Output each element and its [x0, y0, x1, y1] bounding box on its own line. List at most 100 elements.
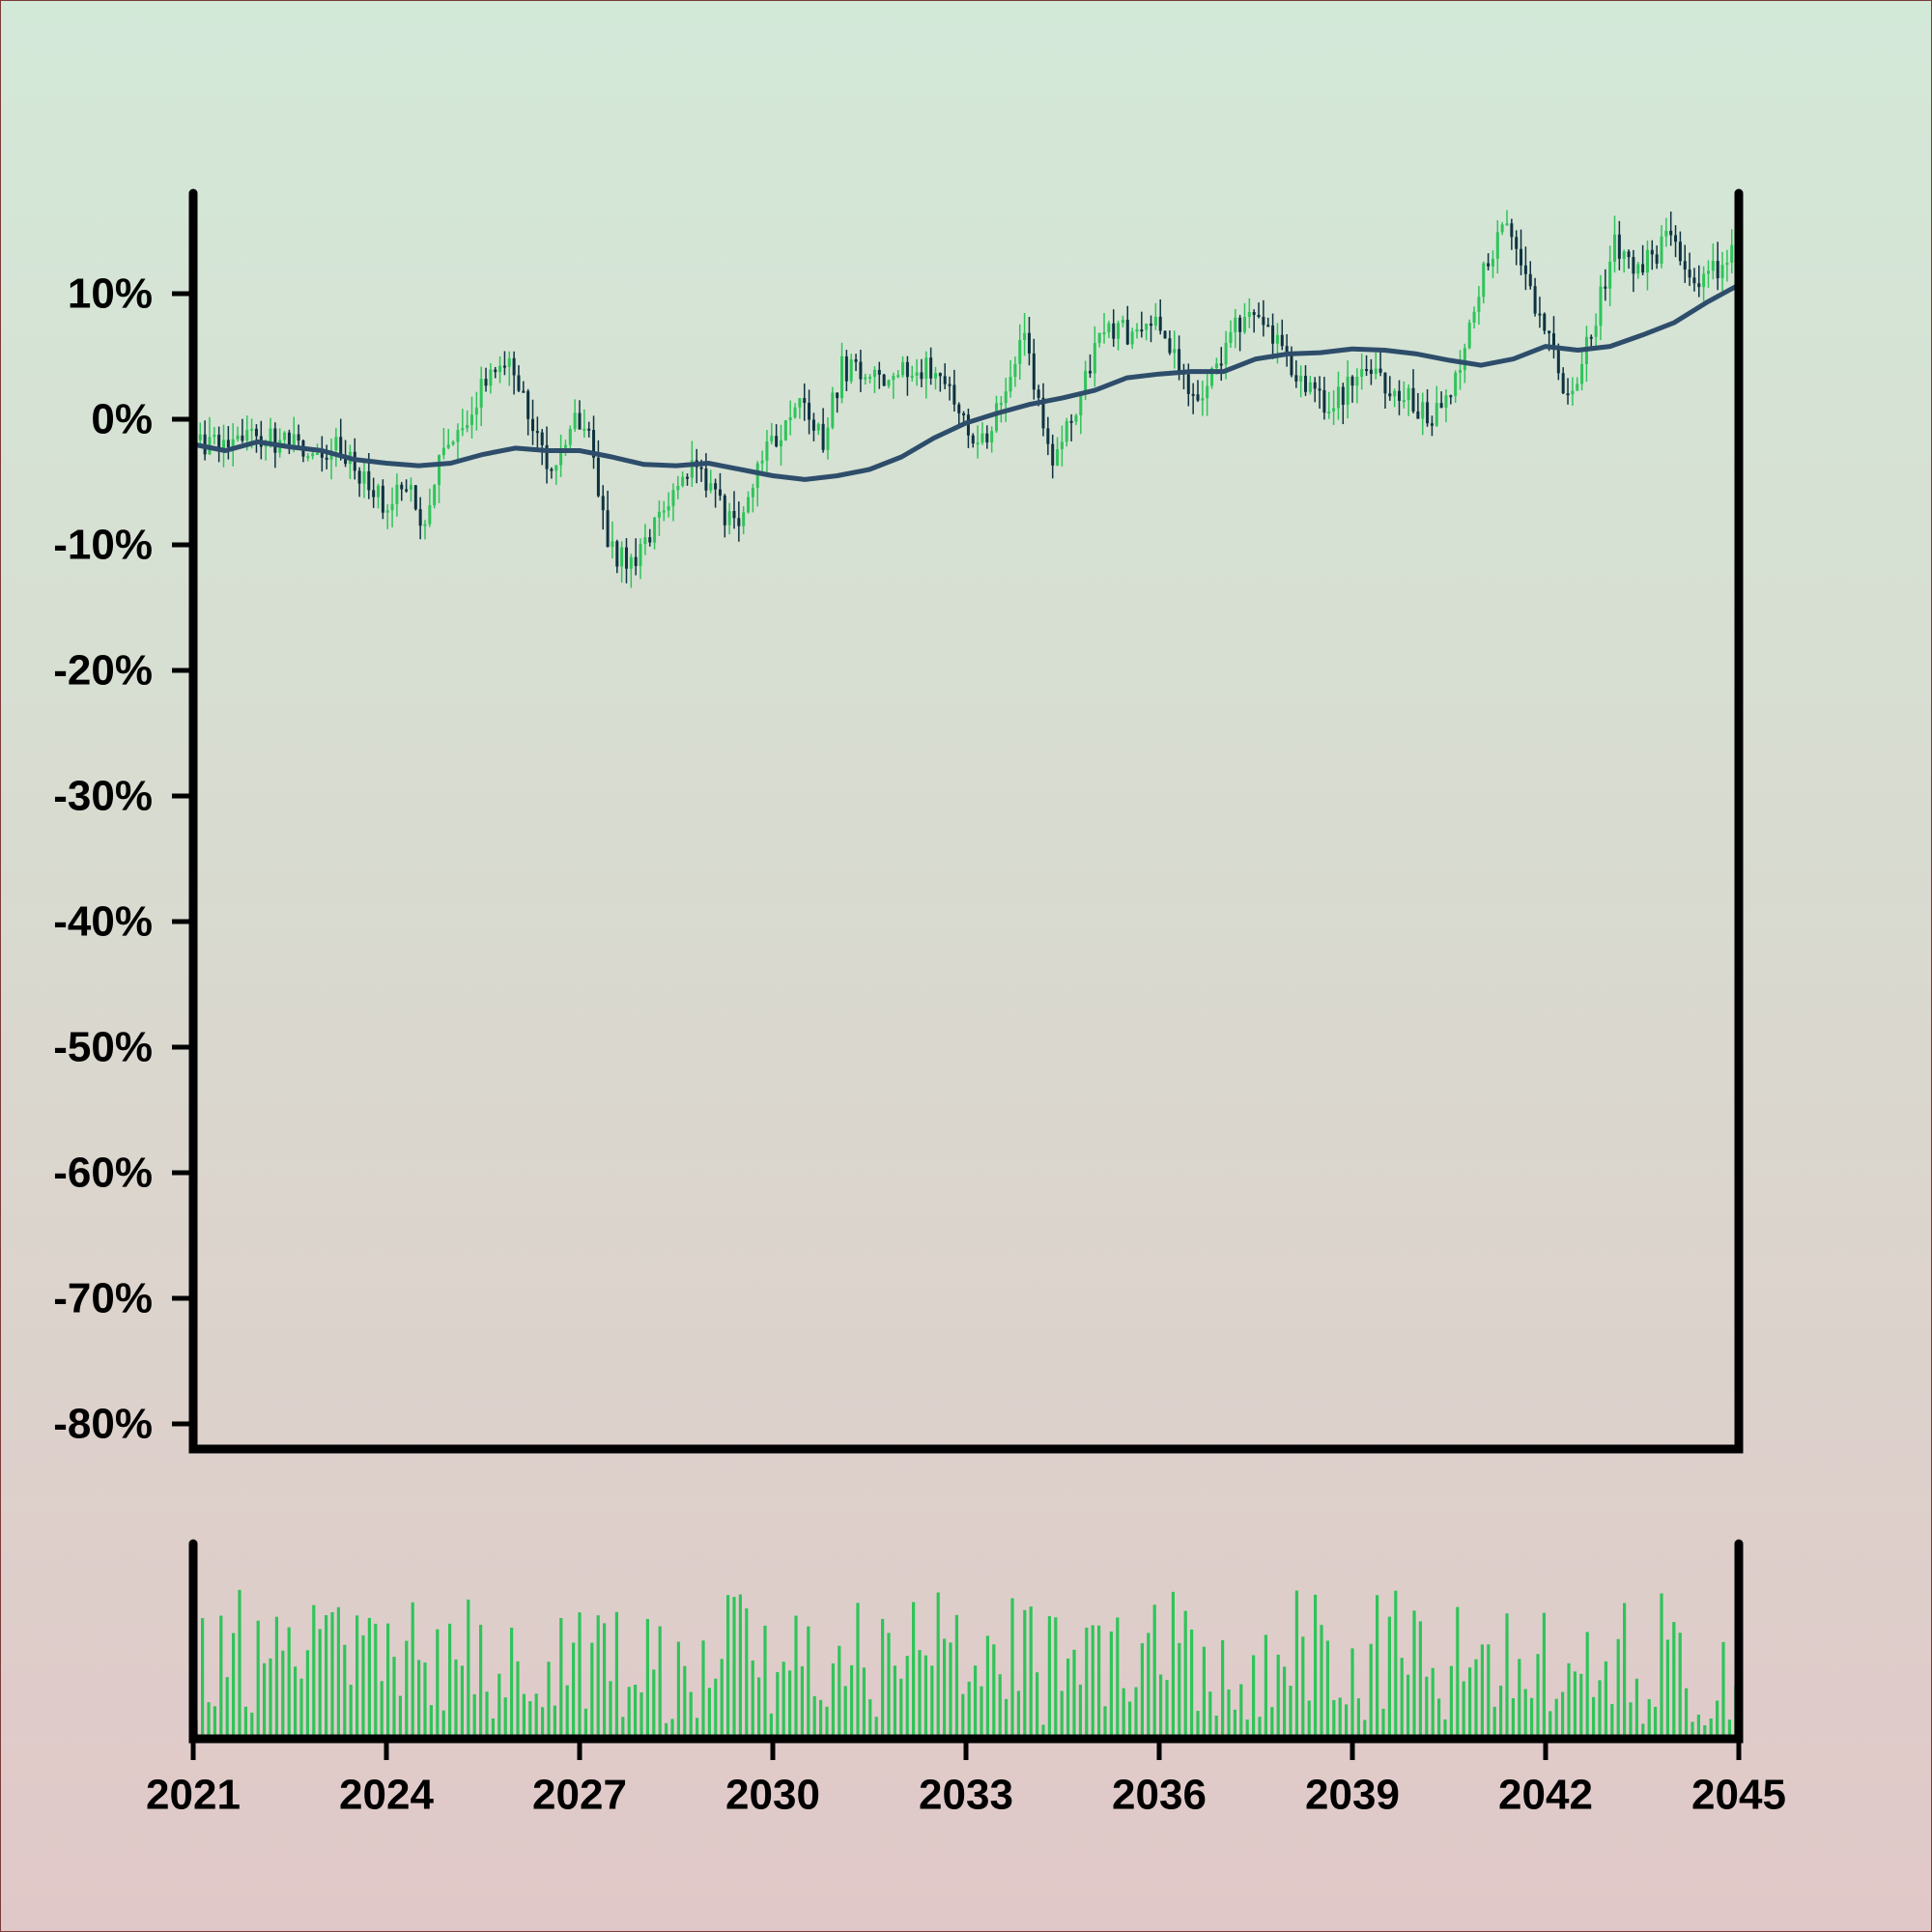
volume-bar: [1208, 1691, 1212, 1739]
candle-body: [657, 511, 661, 518]
volume-bar: [312, 1605, 316, 1739]
volume-bar: [1499, 1685, 1503, 1739]
volume-bar: [207, 1702, 211, 1739]
volume-bar: [1542, 1612, 1546, 1739]
volume-bar: [1325, 1640, 1329, 1739]
candle-body: [1153, 316, 1157, 327]
volume-bar: [386, 1623, 390, 1739]
candle-body: [1214, 363, 1218, 369]
candle-body: [1551, 333, 1555, 347]
candle-body: [1130, 331, 1134, 345]
candle-body: [1313, 382, 1317, 389]
candle-body: [438, 455, 441, 486]
volume-bar: [1252, 1655, 1256, 1739]
candle-body: [334, 437, 338, 451]
volume-bar: [336, 1606, 340, 1739]
candle-body: [1009, 377, 1012, 392]
volume-bar: [1561, 1691, 1565, 1739]
candle-body: [1571, 390, 1575, 395]
volume-bar: [565, 1685, 569, 1739]
candle-body: [245, 430, 249, 441]
candle-body: [1576, 384, 1579, 391]
volume-bar: [528, 1701, 532, 1739]
candle-body: [732, 510, 736, 519]
candle-body: [400, 484, 404, 490]
candle-body: [1088, 370, 1092, 374]
candle-body: [1711, 261, 1715, 271]
candle-body: [1467, 322, 1471, 349]
candle-body: [1426, 402, 1430, 424]
volume-bar: [541, 1707, 545, 1739]
volume-bar: [269, 1658, 272, 1739]
volume-bar: [603, 1623, 607, 1739]
volume-bar: [1511, 1697, 1515, 1739]
candle-body: [433, 485, 437, 506]
volume-bar: [553, 1705, 556, 1739]
candle-body: [1219, 363, 1223, 366]
candle-body: [1393, 390, 1397, 397]
price-axes-frame: [188, 188, 1744, 1454]
candle-body: [461, 428, 465, 431]
candle-body: [1037, 389, 1040, 398]
volume-bar: [831, 1662, 835, 1739]
candle-body: [535, 431, 539, 434]
volume-bar: [819, 1699, 823, 1739]
volume-bar: [1227, 1689, 1231, 1739]
volume-bar: [238, 1589, 242, 1739]
candle-body: [283, 432, 287, 440]
candle-body: [1224, 342, 1228, 365]
candle-body: [779, 440, 782, 447]
volume-bar: [572, 1642, 576, 1739]
volume-bar: [491, 1718, 495, 1739]
candle-body: [522, 390, 526, 393]
volume-bar: [343, 1644, 347, 1739]
volume-bar: [274, 1616, 278, 1739]
candle-body: [1459, 370, 1463, 373]
volume-bar: [1078, 1684, 1082, 1739]
volume-bar: [305, 1650, 309, 1739]
candle-body: [1720, 265, 1724, 279]
volume-bar: [1381, 1708, 1385, 1739]
candle-body: [681, 476, 685, 486]
candle-body: [1421, 402, 1425, 419]
volume-bar: [707, 1688, 711, 1739]
volume-bar: [1097, 1625, 1101, 1739]
volume-bar: [868, 1699, 872, 1739]
candle-body: [1112, 323, 1116, 339]
candle-body: [811, 419, 815, 431]
candle-body: [615, 541, 619, 567]
candle-body: [662, 510, 666, 513]
candle-body: [775, 436, 779, 447]
y-tick-label: -70%: [53, 1275, 153, 1322]
candle-body: [699, 467, 703, 469]
candle-body: [1341, 386, 1345, 405]
candle-body: [502, 365, 506, 368]
candle-body: [1234, 317, 1237, 332]
candle-body: [905, 361, 909, 378]
volume-bar: [1610, 1704, 1614, 1739]
candle-body: [357, 470, 361, 484]
candle-body: [1046, 428, 1050, 444]
volume-bar: [1350, 1648, 1354, 1739]
volume-bar: [985, 1635, 989, 1739]
volume-bar: [355, 1615, 359, 1739]
volume-bar: [1214, 1715, 1218, 1739]
volume-bar: [992, 1644, 996, 1739]
y-tick-label: -80%: [53, 1401, 153, 1448]
volume-bars: [194, 1589, 1738, 1739]
candle-body: [1186, 374, 1190, 394]
candle-body: [1308, 382, 1312, 392]
volume-bar: [1536, 1654, 1540, 1739]
candle-body: [540, 432, 544, 445]
candle-body: [1163, 330, 1167, 339]
candle-body: [1332, 408, 1336, 412]
candle-body: [413, 485, 417, 510]
volume-bar: [1109, 1631, 1113, 1739]
volume-bar: [411, 1602, 414, 1739]
candle-body: [578, 412, 582, 430]
volume-bar: [998, 1674, 1002, 1739]
volume-bar: [936, 1592, 940, 1739]
volume-bar: [1449, 1665, 1453, 1739]
volume-bar: [1029, 1606, 1033, 1739]
y-tick-label: -50%: [53, 1024, 153, 1071]
